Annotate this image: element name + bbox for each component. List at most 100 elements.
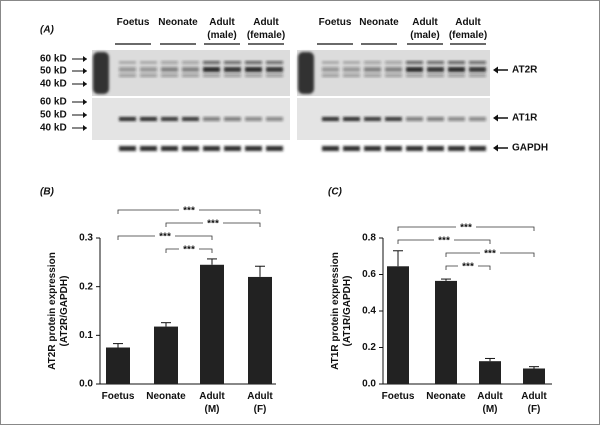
band xyxy=(140,146,157,151)
band xyxy=(245,117,262,121)
protein-label: AT2R xyxy=(512,65,538,76)
marker-label: 40 kD xyxy=(40,123,67,134)
band xyxy=(448,146,465,151)
band xyxy=(427,67,444,72)
significance-gap xyxy=(480,249,500,257)
band xyxy=(245,61,262,64)
band xyxy=(469,74,486,77)
significance-label: *** xyxy=(183,206,195,217)
significance-label: *** xyxy=(183,245,195,256)
arrow-head xyxy=(493,66,498,74)
band xyxy=(322,74,339,77)
bar xyxy=(387,266,409,384)
band xyxy=(448,117,465,121)
y-tick-label: 0.0 xyxy=(362,379,376,390)
significance-gap xyxy=(179,245,199,253)
y-tick-label: 0.3 xyxy=(79,233,93,244)
bar xyxy=(523,368,545,384)
band xyxy=(406,61,423,64)
band xyxy=(161,74,178,77)
band xyxy=(203,61,220,64)
significance-label: *** xyxy=(460,223,472,234)
x-tick-label: Adult (M) xyxy=(477,391,503,415)
panel-label: (A) xyxy=(40,25,55,36)
band xyxy=(322,67,339,72)
band xyxy=(140,74,157,77)
arrow-head xyxy=(83,68,87,74)
band xyxy=(406,74,423,77)
band xyxy=(469,61,486,64)
significance-gap xyxy=(456,223,476,231)
marker-label: 40 kD xyxy=(40,79,67,90)
band xyxy=(182,74,199,77)
band xyxy=(119,146,136,151)
significance-label: *** xyxy=(438,236,450,247)
panel-label: (C) xyxy=(328,187,343,198)
band xyxy=(364,146,381,151)
band xyxy=(266,74,283,77)
band xyxy=(224,74,241,77)
bar xyxy=(106,347,130,384)
band xyxy=(427,146,444,151)
bar xyxy=(248,276,272,384)
band xyxy=(161,146,178,151)
band xyxy=(119,61,136,64)
band xyxy=(245,67,262,72)
band xyxy=(343,74,360,77)
x-tick-label: Adult (M) xyxy=(199,391,225,415)
group-label: Foetus xyxy=(319,17,352,28)
arrow-head xyxy=(83,125,87,131)
group-label: Adult (female) xyxy=(449,17,487,41)
x-tick-label: Adult (F) xyxy=(521,391,547,415)
y-tick-label: 0.6 xyxy=(362,269,376,280)
y-axis-label: AT1R protein expression(AT1R/GAPDH) xyxy=(330,252,353,370)
x-tick-label: Foetus xyxy=(102,391,135,402)
group-label: Foetus xyxy=(117,17,150,28)
bar xyxy=(200,264,224,384)
band xyxy=(266,146,283,151)
group-label: Adult (male) xyxy=(410,17,439,41)
band xyxy=(469,67,486,72)
band xyxy=(427,61,444,64)
y-tick-label: 0.1 xyxy=(79,330,93,341)
band xyxy=(119,117,136,121)
band xyxy=(266,61,283,64)
band xyxy=(182,61,199,64)
significance-gap xyxy=(179,206,199,214)
significance-gap xyxy=(155,232,175,240)
x-tick-label: Adult (F) xyxy=(247,391,273,415)
band xyxy=(119,74,136,77)
band xyxy=(364,117,381,121)
y-tick-label: 0.2 xyxy=(362,342,376,353)
group-label: Adult (female) xyxy=(247,17,285,41)
band xyxy=(406,67,423,72)
band xyxy=(343,117,360,121)
significance-label: *** xyxy=(207,219,219,230)
protein-label: AT1R xyxy=(512,113,538,124)
band xyxy=(322,146,339,151)
band xyxy=(140,61,157,64)
arrow-head xyxy=(83,81,87,87)
marker-label: 60 kD xyxy=(40,97,67,108)
band xyxy=(427,74,444,77)
band xyxy=(322,61,339,64)
group-label: Neonate xyxy=(158,17,198,28)
band xyxy=(343,67,360,72)
band xyxy=(245,74,262,77)
group-label: Adult (male) xyxy=(207,17,236,41)
x-tick-label: Neonate xyxy=(146,391,186,402)
y-tick-label: 0.2 xyxy=(79,281,93,292)
significance-gap xyxy=(203,219,223,227)
significance-gap xyxy=(434,236,454,244)
y-tick-label: 0.4 xyxy=(362,306,376,317)
band xyxy=(245,146,262,151)
x-tick-label: Foetus xyxy=(382,391,415,402)
band xyxy=(182,67,199,72)
band xyxy=(266,117,283,121)
band xyxy=(161,61,178,64)
significance-label: *** xyxy=(484,249,496,260)
marker-label: 50 kD xyxy=(40,110,67,121)
band xyxy=(469,117,486,121)
band xyxy=(224,117,241,121)
band xyxy=(161,67,178,72)
